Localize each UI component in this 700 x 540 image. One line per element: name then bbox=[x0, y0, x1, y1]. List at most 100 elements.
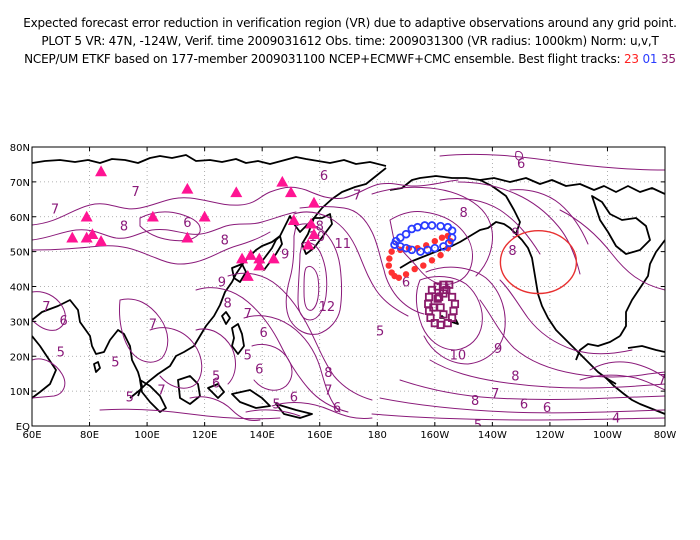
lon-tick-label: 100W bbox=[593, 430, 622, 441]
contour-label: 5 bbox=[212, 370, 220, 385]
observation-triangle bbox=[253, 259, 266, 271]
contour-label: 6 bbox=[290, 391, 298, 406]
track-purple-point bbox=[450, 299, 460, 309]
track-blue-point bbox=[420, 221, 430, 230]
contour-label: 11 bbox=[334, 237, 351, 252]
contour-label: 7 bbox=[157, 384, 165, 399]
observation-triangle bbox=[198, 210, 211, 222]
lon-tick-label: 80E bbox=[80, 430, 99, 441]
track-red-point bbox=[388, 248, 395, 255]
track-purple-point bbox=[424, 292, 434, 302]
observation-triangle bbox=[95, 235, 108, 246]
track-red-point bbox=[411, 265, 418, 273]
contour-label: 7 bbox=[491, 387, 499, 402]
contour-label: 8 bbox=[120, 220, 128, 235]
taiwan bbox=[221, 311, 231, 325]
observation-triangle bbox=[244, 249, 257, 260]
verification-region bbox=[499, 229, 578, 295]
track-blue-point bbox=[436, 221, 445, 231]
title-line-1: Expected forecast error reduction in ver… bbox=[23, 16, 677, 30]
track-blue-point bbox=[416, 247, 425, 256]
contour-label: 9 bbox=[218, 276, 226, 291]
observation-triangle bbox=[253, 252, 266, 264]
contour-label: 6 bbox=[259, 326, 267, 341]
contours bbox=[32, 151, 665, 421]
track-blue-point bbox=[430, 243, 440, 253]
contour-label: 9 bbox=[494, 342, 502, 357]
contour-label: 6 bbox=[520, 398, 528, 413]
lon-tick-label: 140E bbox=[249, 430, 274, 441]
contour-label: 6 bbox=[543, 401, 551, 416]
observation-triangle bbox=[181, 231, 194, 243]
contour-label: 8 bbox=[471, 394, 479, 409]
contour-label: 6 bbox=[402, 276, 410, 291]
canada-west-coast bbox=[515, 233, 617, 385]
cuba-caribbean bbox=[627, 345, 665, 353]
observation-triangle bbox=[146, 210, 159, 222]
track-red-point bbox=[386, 255, 393, 262]
contour-label: 5 bbox=[272, 398, 280, 413]
track-blue-point bbox=[427, 221, 437, 230]
track-label-red: 23 bbox=[623, 52, 639, 66]
contour-label: 6 bbox=[183, 216, 191, 231]
track-red-point bbox=[402, 271, 410, 278]
lon-tick-label: 80W bbox=[654, 430, 677, 441]
lon-tick-label: 100E bbox=[134, 430, 159, 441]
track-purple-point bbox=[443, 319, 452, 328]
contour-label: 8 bbox=[316, 220, 324, 235]
lon-tick-label: 120W bbox=[535, 430, 564, 441]
lon-tick-label: 120E bbox=[192, 430, 217, 441]
observation-triangle bbox=[236, 252, 249, 264]
korea bbox=[231, 263, 247, 283]
contour-label: 6 bbox=[60, 314, 68, 329]
observation-triangle bbox=[181, 182, 194, 194]
contour-label: 7 bbox=[51, 202, 59, 217]
kamchatka bbox=[301, 213, 333, 255]
title-line-3: NCEP/UM ETKF based on 177-member 2009031… bbox=[0, 52, 700, 66]
contour-label: 8 bbox=[508, 244, 516, 259]
contour-label: 6 bbox=[212, 377, 220, 392]
track-red-point bbox=[428, 257, 436, 264]
observation-triangle bbox=[307, 228, 320, 239]
hudson-bay bbox=[591, 195, 651, 255]
observation-triangle bbox=[284, 186, 297, 198]
lon-tick-label: 160E bbox=[307, 430, 332, 441]
lat-tick-label: 60N bbox=[10, 213, 30, 224]
india bbox=[32, 299, 143, 397]
contour-label: 9 bbox=[511, 227, 519, 242]
flight-tracks bbox=[385, 221, 460, 329]
observation-triangle bbox=[230, 186, 243, 198]
observation-triangle bbox=[66, 231, 79, 243]
contour-label: 7 bbox=[149, 317, 157, 332]
contour-label: 8 bbox=[459, 206, 467, 221]
track-purple-point bbox=[445, 280, 454, 289]
track-blue-point bbox=[390, 240, 399, 249]
contour-label: 4 bbox=[612, 412, 620, 427]
lat-tick-label: 30N bbox=[10, 317, 30, 328]
contour-label: 5 bbox=[474, 418, 482, 433]
arabia bbox=[32, 335, 57, 399]
indonesia-east bbox=[207, 383, 313, 419]
us-east-coast bbox=[619, 239, 665, 337]
sumatra bbox=[139, 379, 167, 413]
observation-triangle bbox=[267, 252, 280, 264]
track-purple-point bbox=[436, 303, 445, 312]
contour-label: 9 bbox=[281, 248, 289, 263]
contour-label: 7 bbox=[131, 185, 139, 200]
contour-label: 5 bbox=[376, 324, 384, 339]
observation-triangle bbox=[287, 214, 300, 226]
track-red-point bbox=[438, 234, 446, 241]
observation-triangle bbox=[302, 238, 315, 250]
track-blue-point bbox=[401, 229, 411, 239]
contour-label: 7 bbox=[42, 300, 50, 315]
contour-labels: 6777688981011129876567657557565676586691… bbox=[42, 115, 666, 433]
contour-label: 5 bbox=[57, 345, 65, 360]
contour-label: 7 bbox=[324, 384, 332, 399]
track-red-point bbox=[437, 251, 444, 259]
contour-label: 6 bbox=[566, 115, 574, 130]
alaska-aleutians bbox=[389, 175, 521, 269]
contour-label: 7 bbox=[658, 373, 666, 388]
title-line-2: PLOT 5 VR: 47N, -124W, Verif. time 20090… bbox=[41, 34, 659, 48]
